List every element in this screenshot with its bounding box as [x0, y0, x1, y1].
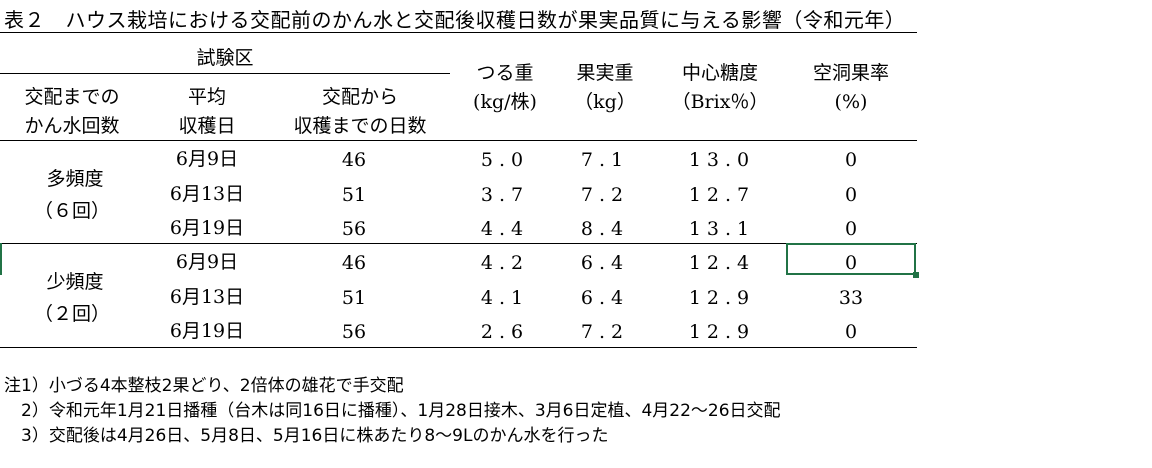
hollow-rate-cell[interactable]: 0	[844, 149, 858, 171]
harvest-date-cell[interactable]: 6月13日	[169, 286, 245, 308]
header-col3-line1: 交配から	[321, 86, 399, 108]
harvest-date-cell[interactable]: 6月19日	[169, 320, 245, 342]
note-2: 2）令和元年1月21日播種（台木は同16日に播種）、1月28日接木、3月6日定植…	[4, 401, 781, 421]
days-cell[interactable]: 51	[341, 184, 367, 206]
brix-cell[interactable]: 12.9	[688, 321, 756, 343]
hollow-rate-cell[interactable]: 0	[844, 218, 858, 240]
group2-label-line1: 少頻度	[46, 271, 104, 293]
days-cell[interactable]: 51	[341, 287, 367, 309]
header-col4-line1: つる重	[476, 62, 534, 84]
group1-label-line2: （６回）	[33, 200, 111, 222]
brix-cell[interactable]: 12.9	[688, 287, 756, 309]
harvest-date-cell[interactable]: 6月9日	[175, 148, 239, 170]
fruit-weight-cell[interactable]: 7.1	[580, 149, 630, 171]
header-col6-line2: （Brix％）	[671, 91, 769, 113]
header-col2-line2: 収穫日	[178, 115, 236, 137]
header-col5-line2: （kg）	[574, 91, 636, 113]
brix-cell[interactable]: 13.1	[688, 218, 756, 240]
harvest-date-cell[interactable]: 6月13日	[169, 183, 245, 205]
fruit-weight-cell[interactable]: 6.4	[580, 287, 630, 309]
harvest-date-cell[interactable]: 6月9日	[175, 251, 239, 273]
vine-weight-cell[interactable]: 4.1	[480, 287, 530, 309]
row-edge-marker	[0, 243, 2, 275]
vine-weight-cell[interactable]: 2.6	[480, 321, 530, 343]
vine-weight-cell[interactable]: 4.4	[480, 218, 530, 240]
group1-label-line1: 多頻度	[46, 168, 104, 190]
days-cell[interactable]: 56	[341, 218, 367, 240]
days-cell[interactable]: 56	[341, 321, 367, 343]
header-col1-line2: かん水回数	[24, 115, 120, 137]
hollow-rate-cell[interactable]: 33	[838, 287, 864, 309]
bottom-rule	[0, 347, 917, 348]
group-divider-rule	[0, 243, 917, 244]
brix-cell[interactable]: 13.0	[688, 149, 756, 171]
fruit-weight-cell[interactable]: 7.2	[580, 321, 630, 343]
fill-handle[interactable]	[913, 272, 919, 278]
hollow-rate-cell[interactable]: 0	[844, 252, 858, 274]
table-title: 表２ ハウス栽培における交配前のかん水と交配後収穫日数が果実品質に与える影響（令…	[4, 8, 906, 32]
header-col4-line2: (kg/株)	[473, 91, 537, 113]
days-cell[interactable]: 46	[341, 149, 367, 171]
header-col6-line1: 中心糖度	[681, 62, 759, 84]
header-col7-line2: (%)	[834, 91, 868, 113]
header-col5-line1: 果実重	[576, 62, 634, 84]
header-col3-line2: 収穫までの日数	[293, 115, 427, 137]
note-1: 注1）小づる4本整枝2果どり、2倍体の雄花で手交配	[4, 376, 404, 396]
header-col7-line1: 空洞果率	[812, 62, 890, 84]
header-bottom-rule	[0, 140, 917, 141]
vine-weight-cell[interactable]: 3.7	[480, 184, 530, 206]
table-notes: 注1）小づる4本整枝2果どり、2倍体の雄花で手交配 2）令和元年1月21日播種（…	[4, 374, 781, 449]
hollow-rate-cell[interactable]: 0	[844, 321, 858, 343]
vine-weight-cell[interactable]: 4.2	[480, 252, 530, 274]
days-cell[interactable]: 46	[341, 252, 367, 274]
fruit-weight-cell[interactable]: 6.4	[580, 252, 630, 274]
group-underline	[0, 73, 450, 74]
header-col2-line1: 平均	[187, 86, 227, 108]
brix-cell[interactable]: 12.4	[688, 252, 756, 274]
fruit-weight-cell[interactable]: 8.4	[580, 218, 630, 240]
brix-cell[interactable]: 12.7	[688, 184, 756, 206]
note-3: 3）交配後は4月26日、5月8日、5月16日に株あたり8～9Lのかん水を行った	[4, 426, 609, 446]
hollow-rate-cell[interactable]: 0	[844, 184, 858, 206]
header-col1-line1: 交配までの	[24, 86, 120, 108]
header-group-label: 試験区	[196, 47, 254, 69]
selected-cell-outline[interactable]	[786, 243, 916, 275]
vine-weight-cell[interactable]: 5.0	[480, 149, 530, 171]
top-rule	[0, 32, 917, 33]
fruit-weight-cell[interactable]: 7.2	[580, 184, 630, 206]
harvest-date-cell[interactable]: 6月19日	[169, 217, 245, 239]
group2-label-line2: （２回）	[33, 303, 111, 325]
